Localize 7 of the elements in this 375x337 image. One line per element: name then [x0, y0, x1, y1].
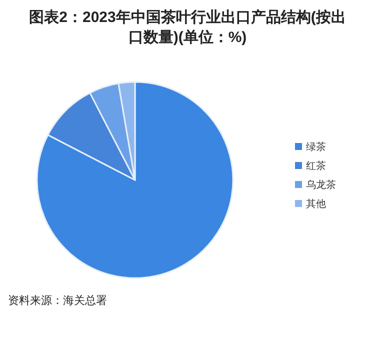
legend-label: 绿茶 — [306, 141, 326, 153]
text: 资料来源：海关总署 — [8, 294, 107, 307]
legend-label: 红茶 — [306, 160, 326, 172]
legend-label: 乌龙茶 — [306, 179, 336, 191]
pie-slice — [36, 81, 234, 279]
legend-label: 其他 — [306, 198, 326, 210]
chart-title: 图表2：2023年中国茶叶行业出口产品结构(按出口数量)(单位：%) — [29, 9, 346, 46]
